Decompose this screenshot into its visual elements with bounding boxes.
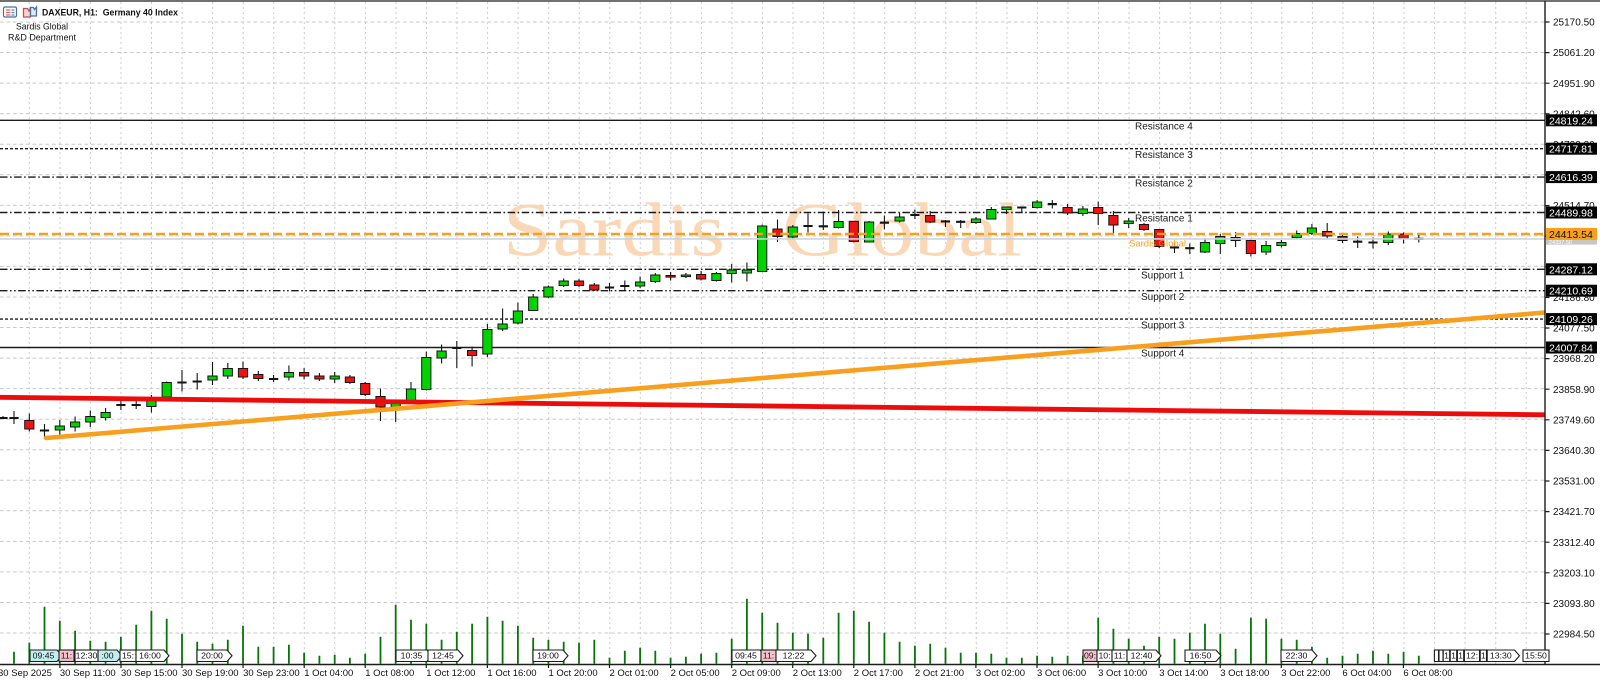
- svg-text:1: 1: [1481, 651, 1486, 661]
- svg-text:30 Sep 23:00: 30 Sep 23:00: [243, 668, 300, 679]
- svg-text:3 Oct 14:00: 3 Oct 14:00: [1159, 668, 1208, 679]
- svg-text:Support 3: Support 3: [1141, 320, 1185, 331]
- svg-text:24186.80: 24186.80: [1553, 293, 1595, 304]
- svg-text:Sardis: Sardis: [503, 189, 725, 273]
- svg-text:20:00: 20:00: [201, 651, 223, 661]
- svg-text:16:00: 16:00: [139, 651, 161, 661]
- svg-text:22984.50: 22984.50: [1553, 630, 1595, 641]
- svg-text:23968.20: 23968.20: [1553, 354, 1595, 365]
- svg-text:Global: Global: [782, 189, 1022, 273]
- svg-text:24287.12: 24287.12: [1549, 264, 1593, 276]
- svg-text:23531.00: 23531.00: [1553, 477, 1595, 488]
- svg-text:09:45: 09:45: [735, 651, 757, 661]
- svg-text:22:30: 22:30: [1286, 651, 1308, 661]
- svg-text:R&D Department: R&D Department: [8, 33, 76, 44]
- svg-text:12:: 12:: [1466, 651, 1478, 661]
- svg-text:DAXEUR, H1: Germany 40 Index: DAXEUR, H1: Germany 40 Index: [42, 8, 179, 19]
- svg-text:12:45: 12:45: [432, 651, 454, 661]
- svg-text:24397.50: 24397.50: [1549, 240, 1572, 246]
- svg-text:12:22: 12:22: [783, 651, 805, 661]
- svg-text:24210.69: 24210.69: [1549, 286, 1593, 298]
- svg-text:Support 1: Support 1: [1141, 271, 1185, 282]
- svg-text:1 Oct 08:00: 1 Oct 08:00: [365, 668, 414, 679]
- svg-text:2 Oct 05:00: 2 Oct 05:00: [671, 668, 720, 679]
- svg-text:30 Sep 15:00: 30 Sep 15:00: [121, 668, 178, 679]
- svg-text:24616.39: 24616.39: [1549, 172, 1593, 184]
- svg-text:11:: 11:: [1114, 651, 1125, 661]
- svg-text:09:: 09:: [1084, 651, 1096, 661]
- svg-text:23749.60: 23749.60: [1553, 415, 1595, 426]
- svg-text:23203.10: 23203.10: [1553, 568, 1595, 579]
- svg-text:16:50: 16:50: [1190, 651, 1212, 661]
- svg-text:Resistance 3: Resistance 3: [1135, 150, 1193, 161]
- svg-text:3 Oct 22:00: 3 Oct 22:00: [1281, 668, 1330, 679]
- svg-text:1: 1: [1451, 651, 1456, 661]
- svg-text:23640.30: 23640.30: [1553, 446, 1595, 457]
- svg-text:1 Oct 12:00: 1 Oct 12:00: [426, 668, 475, 679]
- svg-text:24109.26: 24109.26: [1549, 314, 1593, 326]
- svg-text:12:40: 12:40: [1131, 651, 1153, 661]
- svg-text:15:: 15:: [122, 651, 134, 661]
- svg-text:24413.54: 24413.54: [1549, 229, 1593, 241]
- svg-text:2 Oct 09:00: 2 Oct 09:00: [732, 668, 781, 679]
- svg-text:09:45: 09:45: [33, 651, 55, 661]
- svg-text:23312.40: 23312.40: [1553, 538, 1595, 549]
- svg-text:3 Oct 02:00: 3 Oct 02:00: [976, 668, 1025, 679]
- svg-text:2 Oct 01:00: 2 Oct 01:00: [610, 668, 659, 679]
- svg-text:24819.24: 24819.24: [1549, 115, 1593, 127]
- svg-text:13:30: 13:30: [1490, 651, 1512, 661]
- svg-text:24007.84: 24007.84: [1549, 343, 1593, 355]
- svg-text:1 Oct 20:00: 1 Oct 20:00: [549, 668, 598, 679]
- svg-text:30 Sep 19:00: 30 Sep 19:00: [182, 668, 239, 679]
- svg-text:24951.90: 24951.90: [1553, 79, 1595, 90]
- svg-text:23858.90: 23858.90: [1553, 385, 1595, 396]
- svg-text:23421.70: 23421.70: [1553, 507, 1595, 518]
- svg-text:Resistance 1: Resistance 1: [1135, 214, 1193, 225]
- svg-text:10:35: 10:35: [401, 651, 423, 661]
- svg-text:2 Oct 17:00: 2 Oct 17:00: [854, 668, 903, 679]
- svg-text:3 Oct 10:00: 3 Oct 10:00: [1098, 668, 1147, 679]
- svg-text:2 Oct 21:00: 2 Oct 21:00: [915, 668, 964, 679]
- svg-text:6 Oct 04:00: 6 Oct 04:00: [1342, 668, 1391, 679]
- svg-text:15:50: 15:50: [1525, 651, 1547, 661]
- svg-text:25170.50: 25170.50: [1553, 18, 1595, 29]
- svg-text:24717.81: 24717.81: [1549, 144, 1593, 156]
- svg-text:3 Oct 18:00: 3 Oct 18:00: [1220, 668, 1269, 679]
- svg-text:Support 4: Support 4: [1141, 349, 1185, 360]
- svg-text:1: 1: [1458, 651, 1463, 661]
- svg-text:11:: 11:: [763, 651, 774, 661]
- svg-text:Support 2: Support 2: [1141, 292, 1185, 303]
- svg-text:10:: 10:: [1098, 651, 1110, 661]
- svg-text:1 Oct 04:00: 1 Oct 04:00: [304, 668, 353, 679]
- svg-text:19:00: 19:00: [537, 651, 559, 661]
- svg-text:3 Oct 06:00: 3 Oct 06:00: [1037, 668, 1086, 679]
- svg-text:24489.98: 24489.98: [1549, 208, 1593, 220]
- svg-text:1 Oct 16:00: 1 Oct 16:00: [487, 668, 536, 679]
- svg-text:25061.20: 25061.20: [1553, 48, 1595, 59]
- svg-text:24077.50: 24077.50: [1553, 324, 1595, 335]
- svg-text::00: :00: [101, 651, 113, 661]
- svg-text:23093.80: 23093.80: [1553, 599, 1595, 610]
- svg-text:30 Sep 11:00: 30 Sep 11:00: [60, 668, 116, 679]
- svg-text:12:30: 12:30: [76, 651, 98, 661]
- svg-text:Sardis Global: Sardis Global: [1129, 238, 1186, 249]
- svg-text:11:: 11:: [61, 651, 72, 661]
- svg-text:1: 1: [1444, 651, 1449, 661]
- svg-text:2 Oct 13:00: 2 Oct 13:00: [793, 668, 842, 679]
- svg-text:Resistance 4: Resistance 4: [1135, 122, 1193, 133]
- svg-text:Sardis Global: Sardis Global: [16, 22, 68, 33]
- svg-text:Resistance 2: Resistance 2: [1135, 178, 1193, 189]
- svg-text:30 Sep 2025: 30 Sep 2025: [0, 668, 52, 679]
- svg-text:6 Oct 08:00: 6 Oct 08:00: [1403, 668, 1452, 679]
